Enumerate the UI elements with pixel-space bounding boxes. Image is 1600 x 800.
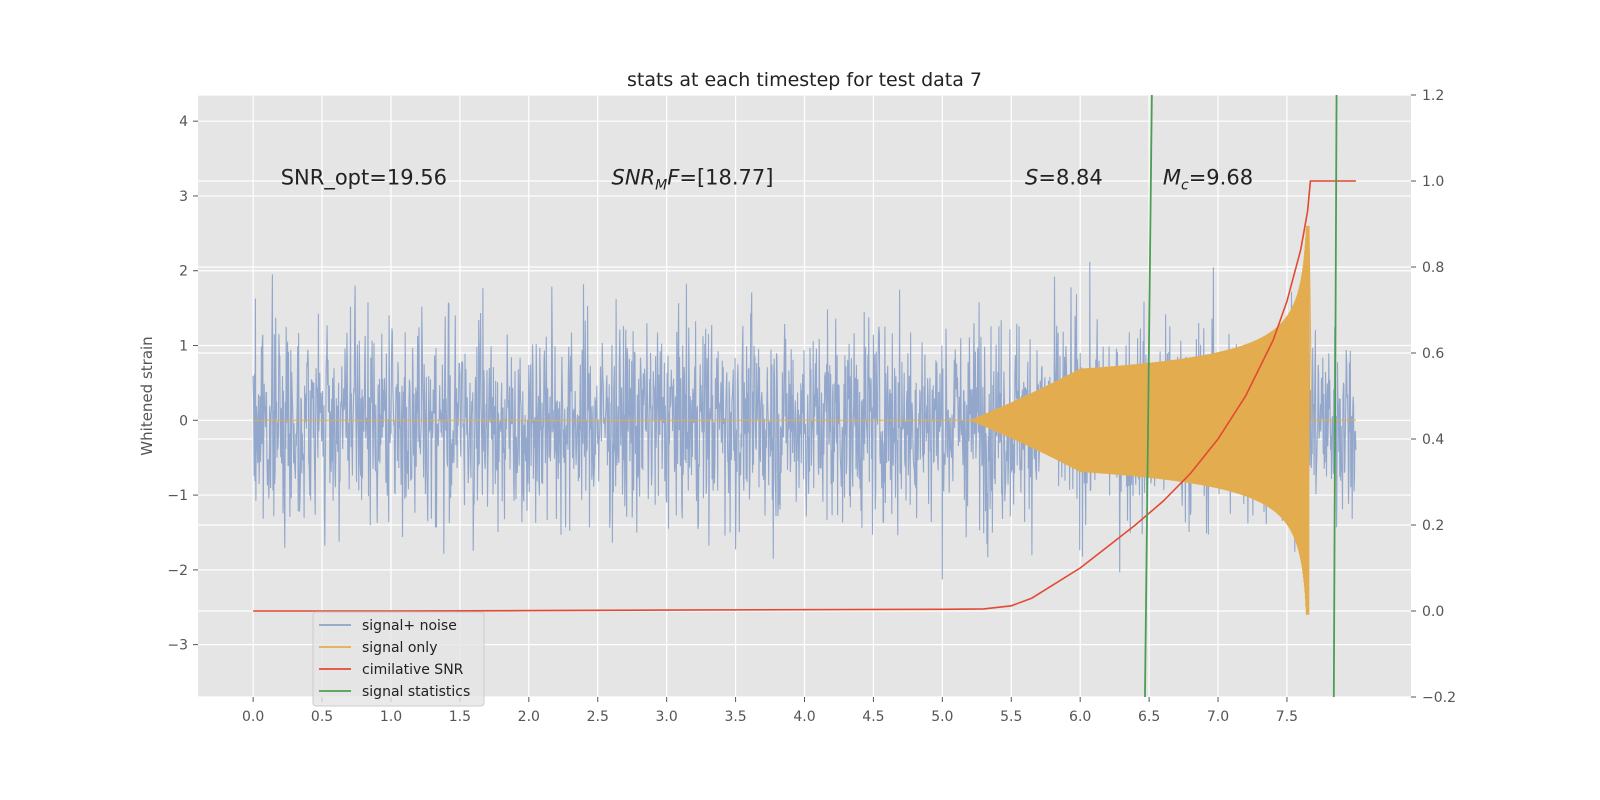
y2-tick-label: −0.2: [1422, 690, 1456, 706]
x-tick-label: 2.0: [518, 709, 540, 725]
x-tick-label: 7.0: [1207, 709, 1229, 725]
y-tick-label: −1: [167, 488, 188, 504]
x-tick-label: 6.5: [1138, 709, 1160, 725]
annotation: SNRMF=[18.77]: [612, 165, 774, 193]
x-tick-label: 1.5: [449, 709, 471, 725]
annotations: SNR_opt=19.56 SNRMF=[18.77] S=8.84 Mc=9.68: [281, 165, 1253, 193]
chart-title: stats at each timestep for test data 7: [627, 69, 982, 91]
y2-tick-label: 0.0: [1422, 604, 1444, 620]
x-tick-label: 5.0: [931, 709, 953, 725]
y-tick-label: −3: [167, 638, 188, 654]
y-tick-label: 0: [179, 413, 188, 429]
signal-statistics-line: [1332, 95, 1338, 697]
series-signal-statistics: [1144, 95, 1338, 697]
x-tick-label: 4.0: [793, 709, 815, 725]
y2-tick-label: 1.0: [1422, 174, 1444, 190]
x-tick-label: 0.5: [311, 709, 333, 725]
y2-tick-label: 0.2: [1422, 518, 1444, 534]
x-tick-label: 6.0: [1069, 709, 1091, 725]
x-tick-label: 4.5: [862, 709, 884, 725]
x-tick-label: 7.5: [1276, 709, 1298, 725]
signal-statistics-line: [1144, 95, 1153, 697]
x-tick-label: 3.0: [656, 709, 678, 725]
series-signal-only: [253, 225, 1356, 615]
y-tick-label: 3: [179, 189, 188, 205]
y-axis-label: Whitened strain: [138, 336, 156, 455]
legend-label: signal+ noise: [362, 618, 457, 634]
legend-frame: [312, 611, 485, 707]
y2-tick-label: 0.4: [1422, 432, 1444, 448]
y2-tick-label: 0.6: [1422, 346, 1444, 362]
y-tick-label: 1: [179, 339, 188, 355]
annotation: Mc=9.68: [1163, 165, 1253, 193]
x-tick-label: 3.5: [724, 709, 746, 725]
x-tick-label: 2.5: [587, 709, 609, 725]
x-tick-label: 1.0: [380, 709, 402, 725]
y2-tick-label: 1.2: [1422, 88, 1444, 104]
y2-tick-label: 0.8: [1422, 260, 1444, 276]
legend-label: signal only: [362, 640, 437, 656]
x-tick-label: 5.5: [1000, 709, 1022, 725]
y-tick-label: 4: [179, 114, 188, 130]
legend: signal+ noise signal only cimilative SNR si…: [312, 611, 485, 707]
series-layer: [252, 95, 1357, 697]
legend-label: signal statistics: [362, 684, 470, 700]
legend-label: cimilative SNR: [362, 662, 464, 678]
y-tick-label: −2: [167, 563, 188, 579]
x-axis: 0.0 0.5 1.0 1.5 2.0 2.5 3.0 3.5 4.0 4.5 5.0 5.5 6.0 6…: [242, 697, 1298, 725]
series-cumulative-snr: [253, 180, 1356, 612]
y-tick-label: 2: [179, 264, 188, 280]
y-axis-right: −0.2 0.0 0.2 0.4 0.6 0.8 1.0 1.2: [1411, 88, 1456, 706]
annotation: SNR_opt=19.56: [281, 165, 447, 190]
annotation: S=8.84: [1025, 165, 1103, 189]
y-axis-left: −3 −2 −1 0 1 2 3 4: [167, 114, 198, 654]
x-tick-label: 0.0: [242, 709, 264, 725]
